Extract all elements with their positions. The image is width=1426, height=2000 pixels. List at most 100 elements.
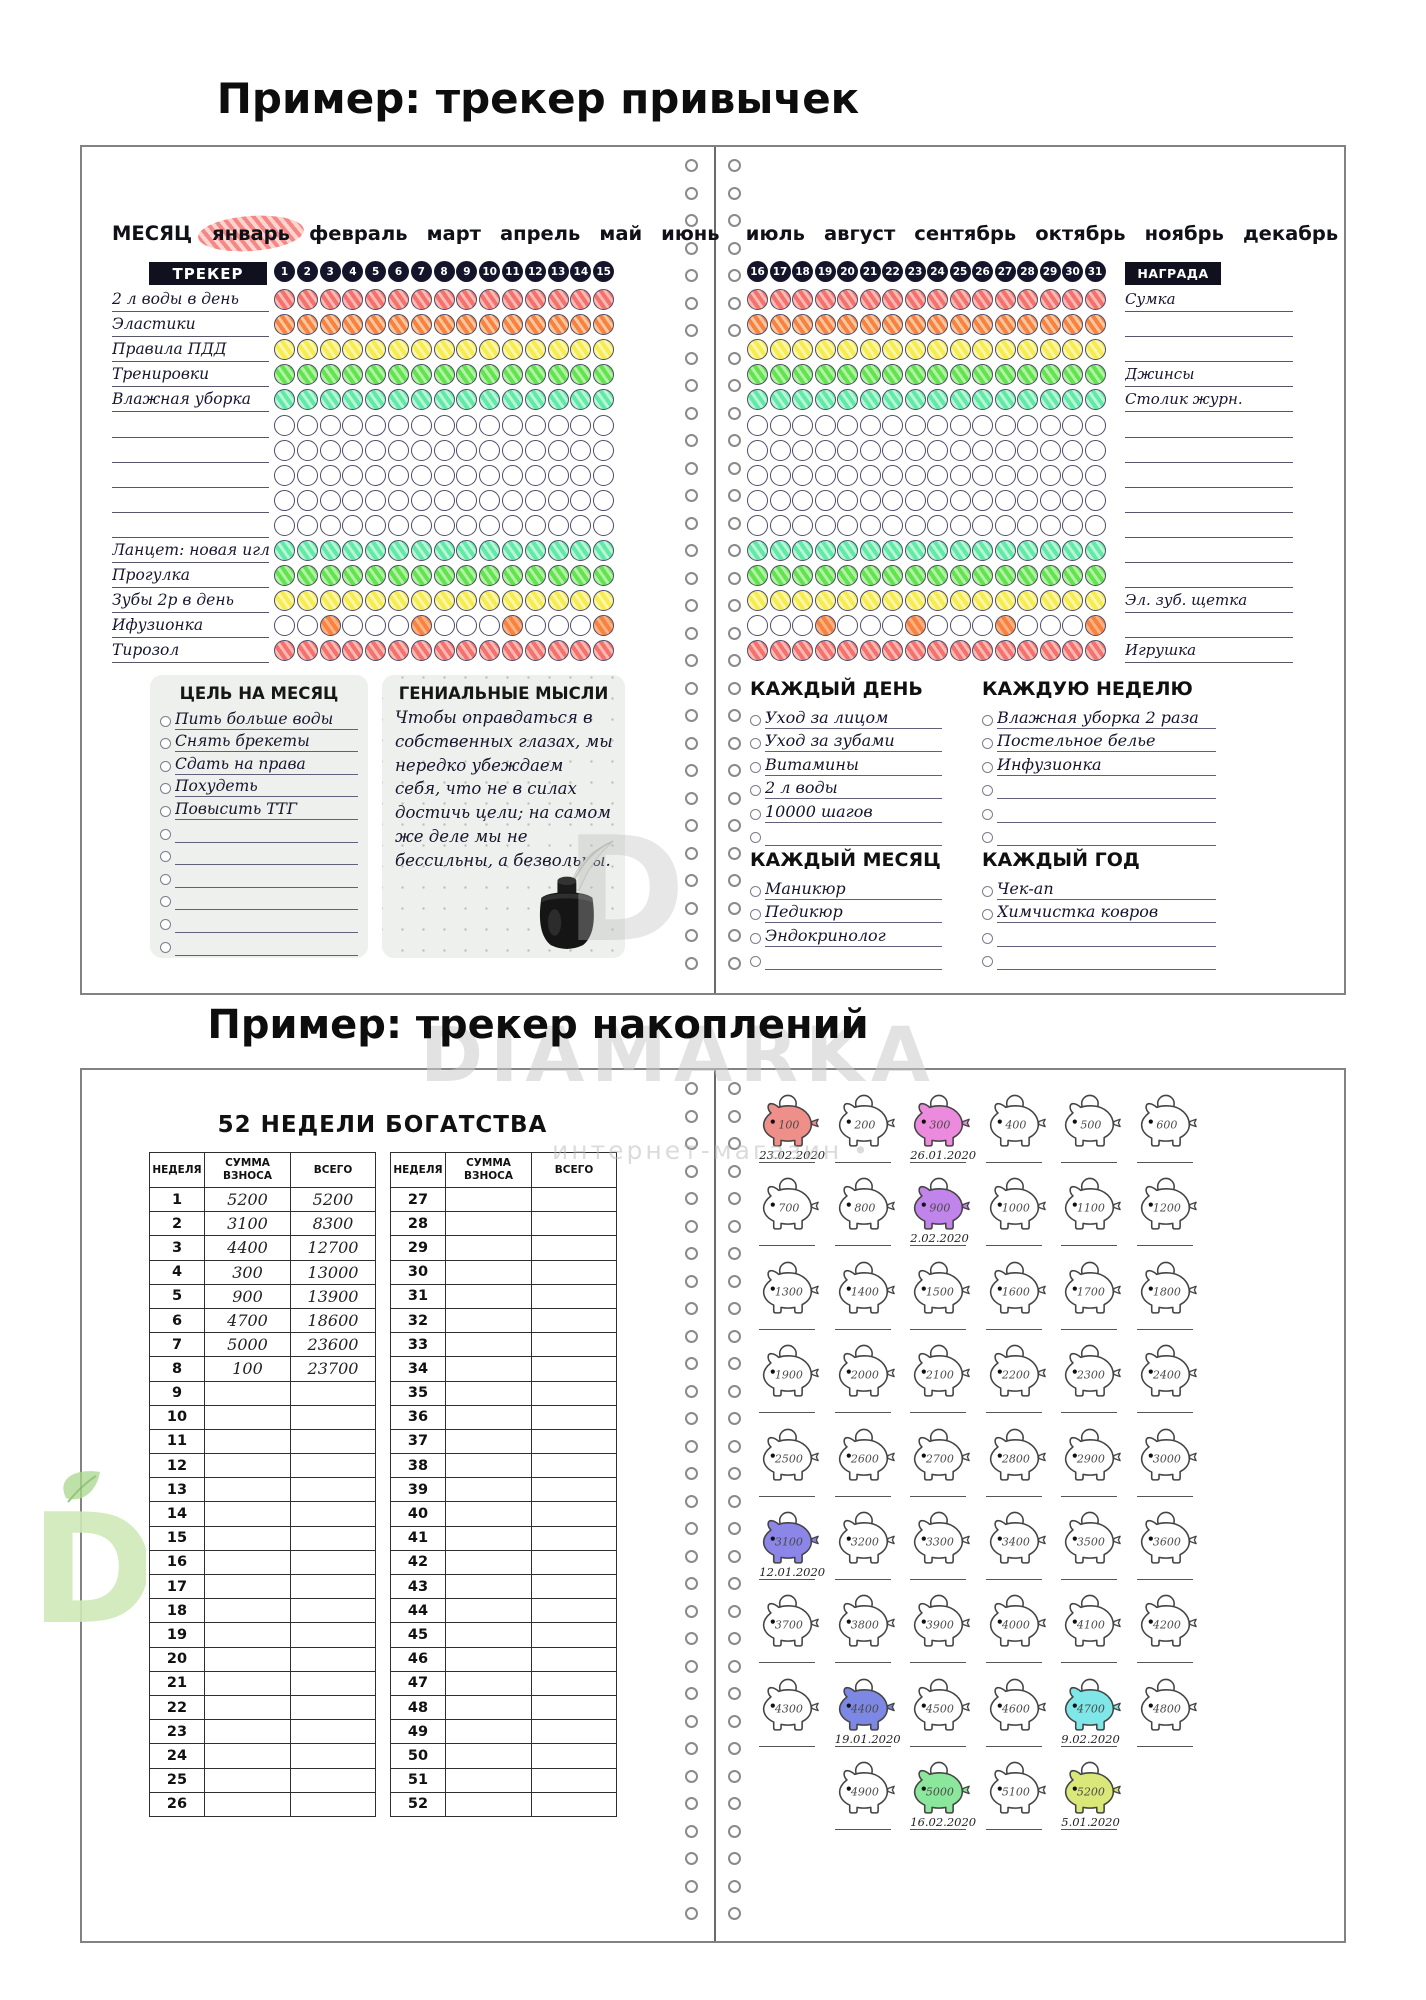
habit-circle [274,364,295,386]
habit-circle [837,364,858,386]
habit-circle [387,314,409,336]
habit-circle [410,439,432,461]
piggy-bank-icon: 1100 [1065,1178,1122,1231]
binder-hole [685,764,698,777]
checkbox-circle-icon [982,738,993,749]
habit-circle [747,640,768,662]
svg-text:2700: 2700 [925,1452,954,1465]
binder-hole [728,929,741,942]
habit-circle [410,389,432,411]
section-item [982,823,1216,846]
habit-circle [547,439,569,461]
deposit-value: 900 [204,1283,291,1309]
week-row: 32 [390,1307,617,1334]
reward-label [1125,539,1293,563]
week-row: 43 [390,1573,617,1600]
habit-circle [1084,314,1106,336]
deposit-value [204,1670,291,1696]
habit-circle [433,414,455,436]
habit-circle [949,540,971,561]
total-value [531,1767,617,1793]
week-number: 42 [390,1549,446,1576]
habit-circle-row [274,364,615,386]
piggy-row: 100 23.02.2020 200 300 26.01.2020 400 50… [737,1094,1215,1177]
checkbox-circle-icon [982,932,993,944]
binder-hole [728,1357,741,1370]
binder-hole [685,241,698,255]
piggy-cell: 2900 [1052,1428,1128,1511]
total-value [531,1670,617,1696]
habit-circle [904,439,926,461]
habit-circle-row [274,640,615,662]
habit-circle [1062,364,1083,386]
habit-circle [479,364,501,386]
habit-circle [570,640,592,662]
binder-hole [685,1632,698,1645]
binder-hole [685,1879,698,1893]
monthly-goal-list: Пить больше воды Снять брекеты Сдать на пр… [150,707,368,956]
total-value [290,1791,376,1817]
habit-circle [949,590,971,612]
habit-circle [994,289,1016,310]
deposit-value: 4400 [204,1235,291,1261]
habit-circle [365,314,387,336]
piggy-date-line [985,1648,1042,1664]
weeks-table-2: НЕДЕЛЯ СУММА ВЗНОСА ВСЕГО 27 28 29 30 31 32 33… [390,1152,617,1817]
svg-text:4200: 4200 [1152,1619,1181,1632]
habit-circle [501,565,523,587]
habit-circle [904,414,926,436]
habit-circle [524,339,546,361]
binder-hole [685,406,698,420]
deposit-value [445,1235,532,1261]
goal-item: Пить больше воды [160,707,358,730]
monthly-goal-panel: ЦЕЛЬ НА МЕСЯЦ Пить больше воды Снять брек… [150,675,368,958]
week-row: 20 [149,1646,376,1672]
habit-circle [972,439,993,461]
binder-hole [728,1412,741,1425]
habit-circle [274,565,295,587]
svg-text:100: 100 [779,1118,800,1131]
habit-circle-row [274,615,615,637]
habit-circle [296,389,318,411]
habit-circle [814,339,836,361]
habit-circle [570,464,592,486]
habit-label: 2 л воды в день [112,288,269,312]
goal-item: Повысить ТТГ [160,797,358,820]
piggy-cell: 800 [825,1177,901,1260]
habit-circle [593,364,615,386]
week-number: 8 [149,1356,205,1382]
binder-hole [685,461,698,475]
binder-hole [728,1659,741,1673]
habit-circle [769,489,791,511]
piggy-date-line: 9.02.2020 [1061,1731,1120,1747]
week-number: 3 [149,1235,205,1261]
goal-item [160,843,358,866]
piggy-date-line: 26.01.2020 [910,1148,977,1163]
deposit-value [204,1525,291,1551]
binder-hole [685,1439,698,1453]
total-value [531,1283,617,1309]
binder-holes-right [728,159,741,970]
piggy-row: 1300 1400 1500 1600 1700 1800 [737,1261,1215,1344]
week-number: 26 [149,1791,205,1817]
habit-circle [570,514,592,536]
habit-circle [479,314,501,336]
habit-circle [342,514,364,536]
svg-text:3400: 3400 [1002,1535,1030,1548]
goal-item-text: Сдать на права [175,754,358,775]
habit-circle [410,540,432,561]
habit-circle [1084,565,1106,587]
habit-circle [994,565,1016,587]
week-row: 6 4700 18600 [149,1307,376,1334]
total-value [531,1501,617,1527]
habit-circle [547,389,569,411]
week-number: 50 [390,1743,446,1769]
binder-hole [728,324,741,337]
piggy-date-line [1136,1732,1193,1747]
binder-hole [728,379,741,392]
habit-circle [1084,414,1106,436]
habit-circle [501,514,523,536]
week-row: 51 [390,1767,617,1793]
habit-circle [792,565,813,587]
